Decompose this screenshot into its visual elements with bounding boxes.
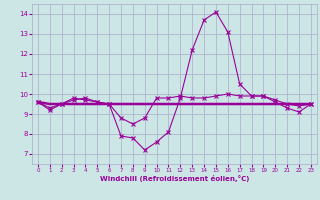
X-axis label: Windchill (Refroidissement éolien,°C): Windchill (Refroidissement éolien,°C) bbox=[100, 175, 249, 182]
